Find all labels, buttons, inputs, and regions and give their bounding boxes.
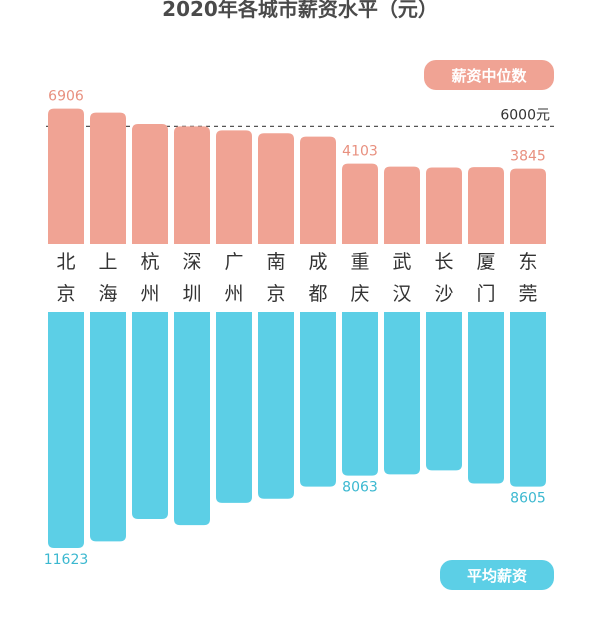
average-bar-10: [468, 312, 504, 484]
city-label-9-1: 沙: [434, 283, 453, 305]
legend-badge-average-bg: [440, 560, 554, 590]
median-bar-4: [216, 130, 252, 244]
city-label-7-1: 庆: [350, 283, 369, 305]
city-label-9-0: 长: [434, 251, 453, 273]
average-bar-5: [258, 312, 294, 499]
median-bar-1: [90, 112, 126, 245]
city-label-8-0: 武: [392, 251, 411, 273]
data-label-0-11: 3845: [510, 149, 546, 165]
average-bar-6: [300, 312, 336, 487]
median-bar-3: [174, 126, 210, 244]
city-label-1-1: 海: [98, 283, 117, 305]
median-bar-11: [510, 168, 546, 244]
city-label-10-0: 厦: [476, 251, 495, 273]
median-series-bars: [48, 108, 546, 245]
average-bar-9: [426, 312, 462, 471]
city-label-5-0: 南: [266, 251, 285, 273]
city-label-0-1: 京: [56, 283, 75, 305]
data-label-0-0: 6906: [48, 89, 84, 105]
data-label-1-11: 8605: [510, 491, 546, 507]
city-label-6-0: 成: [308, 251, 327, 273]
median-bar-8: [384, 166, 420, 244]
city-label-4-0: 广: [224, 251, 243, 273]
city-label-11-0: 东: [518, 251, 537, 273]
average-bar-11: [510, 312, 546, 487]
city-label-7-0: 重: [350, 251, 369, 273]
average-series-bars: [48, 312, 546, 548]
median-bar-6: [300, 136, 336, 244]
average-bar-7: [342, 312, 378, 476]
legend-badge-average: 平均薪资: [440, 560, 554, 590]
average-bar-2: [132, 312, 168, 520]
city-label-2-1: 州: [140, 283, 159, 305]
city-label-3-0: 深: [182, 251, 201, 273]
city-label-3-1: 圳: [182, 283, 201, 305]
city-label-2-0: 杭: [140, 251, 159, 273]
median-bar-0: [48, 108, 84, 245]
average-bar-0: [48, 312, 84, 548]
city-label-10-1: 门: [476, 283, 495, 305]
reference-line-label: 6000元: [500, 107, 550, 123]
legend-badge-median-bg: [424, 60, 554, 90]
average-bar-8: [384, 312, 420, 475]
data-labels: 6906 4103 3845 11623 8063 8605: [44, 89, 546, 568]
legend-badge-median: 薪资中位数: [424, 60, 554, 90]
median-bar-9: [426, 167, 462, 244]
median-bar-2: [132, 124, 168, 244]
average-bar-3: [174, 312, 210, 526]
city-label-4-1: 州: [224, 283, 243, 305]
city-label-6-1: 都: [308, 283, 327, 305]
median-bar-10: [468, 167, 504, 244]
average-bar-4: [216, 312, 252, 503]
legend-average-label: 平均薪资: [467, 567, 527, 585]
city-label-0-0: 北: [56, 251, 75, 273]
data-label-1-0: 11623: [44, 552, 89, 568]
data-label-1-7: 8063: [342, 480, 378, 496]
median-bar-7: [342, 163, 378, 244]
legend-median-label: 薪资中位数: [451, 67, 527, 85]
average-bar-1: [90, 312, 126, 542]
chart-title: 2020年各城市薪资水平（元）: [162, 0, 438, 21]
median-bar-5: [258, 133, 294, 244]
city-label-1-0: 上: [98, 251, 117, 273]
city-label-11-1: 莞: [518, 283, 537, 305]
city-label-8-1: 汉: [392, 283, 411, 305]
city-label-5-1: 京: [266, 283, 285, 305]
data-label-0-7: 4103: [342, 144, 378, 160]
